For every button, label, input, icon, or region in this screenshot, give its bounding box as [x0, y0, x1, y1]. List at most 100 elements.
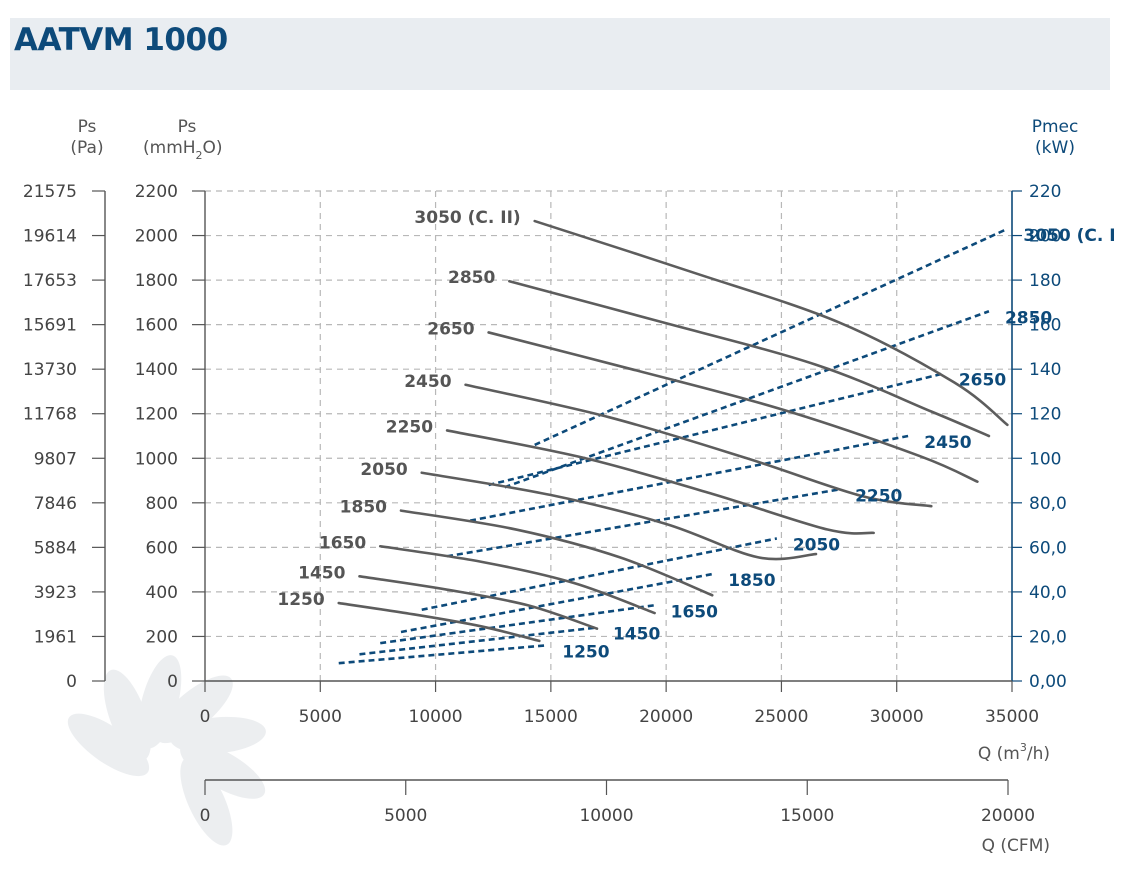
y-pa-tick-label: 19614	[23, 227, 77, 247]
page-title: AATVM 1000	[14, 22, 228, 58]
power-curve-3050	[534, 227, 1008, 447]
y-power-unit: (kW)	[1035, 138, 1075, 158]
x-cfm-tick-label: 5000	[384, 806, 427, 826]
header-bar	[10, 18, 1110, 90]
x-m3h-tick-label: 10000	[409, 707, 463, 727]
x-m3h-label-sup: 3	[1020, 741, 1027, 754]
y-pa-tick-label: 17653	[23, 271, 77, 291]
x-cfm-tick-label: 15000	[780, 806, 834, 826]
y-pa-tick-label: 13730	[23, 360, 77, 380]
y-pa-tick-label: 0	[66, 672, 77, 692]
y-mm-tick-label: 1800	[135, 271, 178, 291]
pressure-curve-label: 1650	[319, 533, 366, 553]
y-mm-tick-label: 400	[146, 583, 178, 603]
power-curve-2250	[446, 488, 840, 558]
y-mm-tick-label: 1600	[135, 316, 178, 336]
pressure-curve-label: 1250	[277, 590, 324, 610]
x-m3h-tick-label: 25000	[754, 707, 808, 727]
pressure-curve-1650	[378, 544, 656, 615]
power-curve-label: 1650	[671, 602, 718, 622]
y-power-tick-label: 80,0	[1029, 494, 1067, 514]
y-power-tick-label: 200	[1029, 227, 1061, 247]
y-pa-unit: (Pa)	[70, 138, 103, 158]
axes	[92, 190, 1022, 795]
y-mm-tick-label: 1200	[135, 405, 178, 425]
y-pa-tick-label: 1961	[34, 627, 77, 647]
power-curve-label: 2450	[924, 433, 971, 453]
power-curve-2050	[421, 537, 778, 612]
y-power-tick-label: 60,0	[1029, 538, 1067, 558]
power-curve-label: 3050 (C. I	[1023, 226, 1115, 246]
y-mm-tick-label: 800	[146, 494, 178, 514]
y-pa-label: Ps	[78, 117, 97, 137]
y-mm-tick-label: 200	[146, 627, 178, 647]
pressure-curve-2450	[464, 383, 933, 508]
y-mm-tick-label: 0	[167, 672, 178, 692]
y-pa-tick-label: 11768	[23, 405, 77, 425]
power-curve-1650	[380, 603, 655, 645]
y-power-tick-label: 160	[1029, 316, 1061, 336]
y-pa-tick-label: 9807	[34, 449, 77, 469]
y-mm-unit: (mmH2O)	[143, 138, 223, 162]
power-curve-label: 2250	[855, 486, 902, 506]
x-m3h-tick-label: 35000	[985, 707, 1039, 727]
y-power-tick-label: 40,0	[1029, 583, 1067, 603]
y-mm-tick-label: 2000	[135, 227, 178, 247]
y-pa-tick-label: 5884	[34, 538, 77, 558]
y-mm-label: Ps	[178, 117, 197, 137]
pressure-curve-1450	[358, 575, 599, 630]
power-curve-label: 2850	[1005, 308, 1052, 328]
pressure-curve-label: 2650	[427, 319, 474, 339]
y-mm-tick-label: 600	[146, 538, 178, 558]
curve-labels: 1250145016501850205022502450265028503050…	[277, 208, 1115, 662]
pressure-curve-3050	[533, 219, 1009, 427]
power-curve-label: 1450	[613, 625, 660, 645]
pressure-curve-2050	[420, 471, 818, 561]
y-power-tick-label: 120	[1029, 405, 1061, 425]
y-mm-tick-label: 2200	[135, 182, 178, 202]
x-m3h-tick-label: 15000	[524, 707, 578, 727]
x-m3h-tick-label: 5000	[299, 707, 342, 727]
power-curve-1250	[338, 644, 547, 665]
y-power-tick-label: 180	[1029, 271, 1061, 291]
y-power-tick-label: 220	[1029, 182, 1061, 202]
x-cfm-tick-label: 20000	[981, 806, 1035, 826]
pressure-curve-1250	[337, 601, 541, 643]
pressure-curve-label: 3050 (C. II)	[414, 208, 520, 228]
x-m3h-label: Q (m3/h)	[978, 741, 1050, 764]
y-power-tick-label: 20,0	[1029, 627, 1067, 647]
y-power-tick-label: 140	[1029, 360, 1061, 380]
y-power-tick-label: 0,00	[1029, 672, 1067, 692]
grid	[205, 190, 1012, 681]
pressure-curve-2850	[508, 279, 991, 438]
power-curve-1450	[359, 626, 598, 656]
power-curve-2650	[488, 372, 944, 487]
x-m3h-label-prefix: Q (m	[978, 744, 1020, 764]
pressure-curve-label: 1850	[340, 498, 387, 518]
pressure-curves	[337, 219, 1009, 643]
x-cfm-tick-label: 10000	[579, 806, 633, 826]
y-mm-unit-prefix: (mmH	[143, 138, 196, 158]
y-mm-tick-label: 1400	[135, 360, 178, 380]
x-m3h-label-suffix: /h)	[1027, 744, 1050, 764]
pressure-curve-label: 2250	[386, 417, 433, 437]
power-curve-2450	[469, 434, 909, 522]
x-m3h-tick-label: 20000	[639, 707, 693, 727]
pressure-curve-label: 2450	[404, 372, 451, 392]
y-mm-tick-label: 1000	[135, 449, 178, 469]
y-mm-unit-sub: 2	[196, 149, 203, 162]
x-m3h-tick-label: 30000	[870, 707, 924, 727]
pressure-curve-2250	[445, 429, 875, 535]
pressure-curve-label: 2050	[360, 460, 407, 480]
pressure-curve-label: 2850	[448, 268, 495, 288]
y-pa-tick-label: 15691	[23, 316, 77, 336]
y-pa-tick-label: 3923	[34, 583, 77, 603]
tick-labels: 0 0 0,00 1961 200 20,0 3923 400 40,0 5884 600 60,0 7…	[23, 182, 1067, 826]
power-curve-label: 2650	[959, 371, 1006, 391]
y-pa-tick-label: 7846	[34, 494, 77, 514]
y-pa-tick-label: 21575	[23, 182, 77, 202]
y-power-tick-label: 100	[1029, 449, 1061, 469]
ventel-logo	[67, 655, 266, 846]
power-curve-label: 1250	[562, 642, 609, 662]
